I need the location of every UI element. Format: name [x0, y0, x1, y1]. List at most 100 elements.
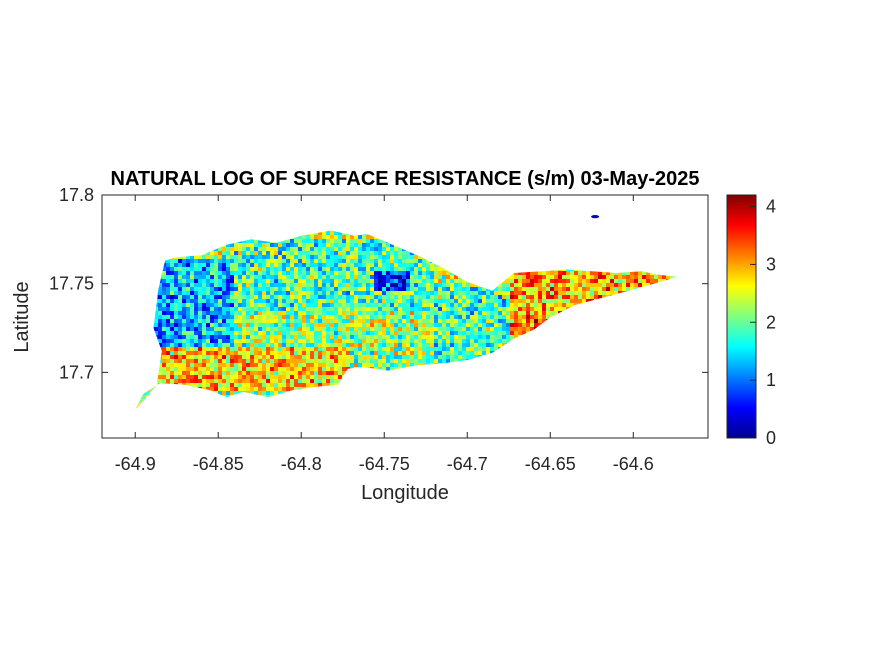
raster-cell: [402, 355, 406, 359]
raster-cell: [362, 323, 366, 327]
raster-cell: [302, 251, 306, 255]
raster-cell: [402, 291, 406, 295]
raster-cell: [238, 351, 242, 355]
raster-cell: [274, 279, 278, 283]
raster-cell: [286, 291, 290, 295]
raster-cell: [302, 379, 306, 383]
raster-cell: [282, 279, 286, 283]
raster-cell: [334, 303, 338, 307]
raster-cell: [302, 259, 306, 263]
raster-cell: [262, 319, 266, 323]
raster-cell: [326, 263, 330, 267]
raster-cell: [414, 255, 418, 259]
raster-cell: [214, 271, 218, 275]
raster-cell: [338, 303, 342, 307]
raster-cell: [418, 327, 422, 331]
raster-cell: [242, 295, 246, 299]
raster-cell: [322, 231, 326, 235]
raster-cell: [422, 295, 426, 299]
raster-cell: [242, 291, 246, 295]
raster-cell: [190, 331, 194, 335]
raster-cell: [402, 359, 406, 363]
raster-cell: [222, 251, 226, 255]
raster-cell: [398, 339, 402, 343]
raster-cell: [318, 263, 322, 267]
raster-cell: [370, 347, 374, 351]
raster-cell: [330, 255, 334, 259]
raster-cell: [318, 315, 322, 319]
raster-cell: [194, 307, 198, 311]
raster-cell: [294, 319, 298, 323]
raster-cell: [298, 287, 302, 291]
raster-cell: [198, 295, 202, 299]
raster-cell: [346, 363, 350, 367]
raster-cell: [318, 243, 322, 247]
raster-cell: [278, 375, 282, 379]
raster-cell: [362, 255, 366, 259]
raster-cell: [398, 267, 402, 271]
chart-title: NATURAL LOG OF SURFACE RESISTANCE (s/m) …: [111, 168, 700, 190]
raster-cell: [326, 287, 330, 291]
raster-cell: [282, 311, 286, 315]
raster-cell: [266, 279, 270, 283]
raster-cell: [362, 295, 366, 299]
raster-cell: [306, 371, 310, 375]
raster-cell: [266, 371, 270, 375]
raster-cell: [302, 319, 306, 323]
raster-cell: [354, 247, 358, 251]
raster-cell: [362, 311, 366, 315]
raster-cell: [270, 383, 274, 387]
raster-cell: [214, 259, 218, 263]
raster-cell: [230, 359, 234, 363]
raster-cell: [410, 251, 414, 255]
raster-cell: [338, 283, 342, 287]
raster-cell: [354, 255, 358, 259]
raster-cell: [166, 291, 170, 295]
raster-cell: [394, 255, 398, 259]
raster-cell: [378, 347, 382, 351]
raster-cell: [390, 343, 394, 347]
raster-cell: [334, 287, 338, 291]
raster-cell: [238, 339, 242, 343]
raster-cell: [222, 387, 226, 391]
raster-cell: [298, 299, 302, 303]
raster-cell: [418, 335, 422, 339]
raster-cell: [206, 383, 210, 387]
raster-cell: [218, 303, 222, 307]
raster-cell: [270, 247, 274, 251]
raster-cell: [306, 335, 310, 339]
raster-cell: [250, 331, 254, 335]
raster-cell: [410, 323, 414, 327]
raster-cell: [406, 271, 410, 275]
raster-cell: [398, 303, 402, 307]
raster-cell: [350, 251, 354, 255]
raster-cell: [186, 379, 190, 383]
raster-cell: [198, 335, 202, 339]
raster-cell: [226, 275, 230, 279]
raster-cell: [282, 247, 286, 251]
raster-cell: [366, 259, 370, 263]
raster-cell: [262, 339, 266, 343]
raster-cell: [398, 251, 402, 255]
raster-cell: [274, 283, 278, 287]
raster-cell: [166, 259, 170, 263]
raster-cell: [318, 355, 322, 359]
raster-cell: [262, 247, 266, 251]
raster-cell: [258, 299, 262, 303]
raster-cell: [302, 243, 306, 247]
raster-cell: [330, 363, 334, 367]
raster-cell: [386, 251, 390, 255]
raster-cell: [250, 271, 254, 275]
raster-cell: [386, 331, 390, 335]
raster-cell: [206, 339, 210, 343]
raster-cell: [314, 303, 318, 307]
raster-cell: [346, 319, 350, 323]
raster-cell: [258, 287, 262, 291]
raster-cell: [422, 283, 426, 287]
raster-cell: [198, 359, 202, 363]
raster-cell: [222, 311, 226, 315]
raster-cell: [362, 355, 366, 359]
raster-cell: [218, 247, 222, 251]
raster-cell: [254, 351, 258, 355]
raster-cell: [342, 363, 346, 367]
